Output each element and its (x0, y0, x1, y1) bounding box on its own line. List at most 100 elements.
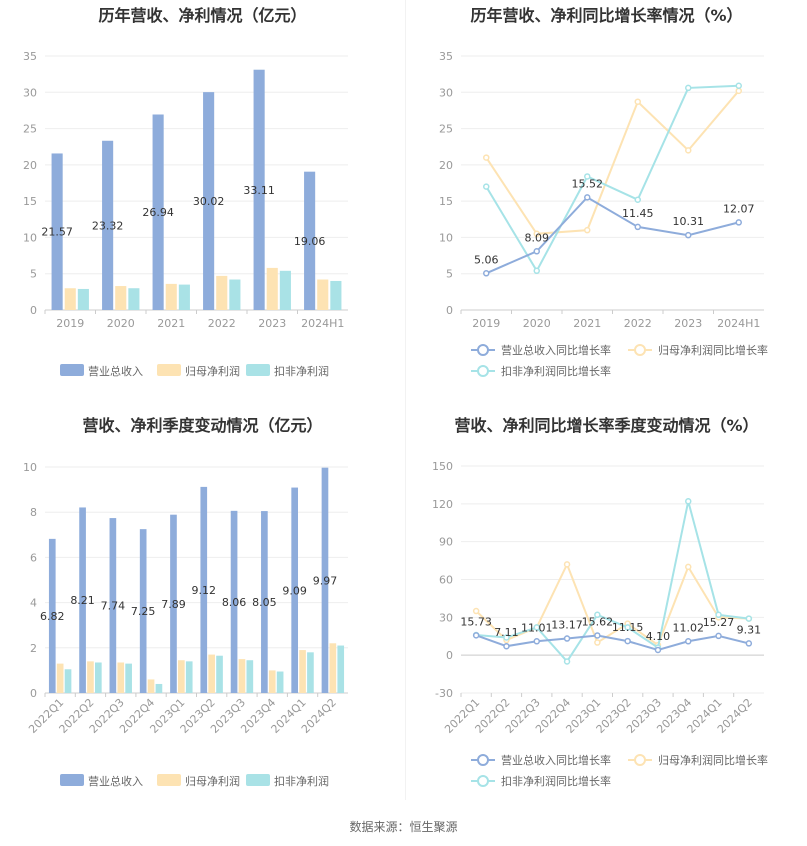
data-point (634, 196, 641, 203)
data-point (685, 563, 692, 571)
data-point (715, 611, 722, 619)
data-label: 21.57 (41, 226, 73, 239)
series-line (485, 196, 739, 275)
annual-revenue-profit-panel: 历年营收、净利情况（亿元） 0 5 10 15 20 25 30 35 21.57 23.32 26… (0, 0, 405, 400)
data-label: 10.31 (673, 215, 705, 228)
bar-deducted-profit (185, 661, 193, 693)
data-label: 33.11 (243, 184, 275, 197)
legend-swatch (157, 774, 181, 786)
y-tick-label: 20 (23, 159, 37, 172)
data-point (483, 270, 490, 277)
legend-label: 归母净利润同比增长率 (658, 753, 768, 767)
legend-label: 扣非净利润同比增长率 (501, 364, 611, 378)
data-source: 数据来源：恒生聚源 (349, 820, 458, 834)
data-point (533, 624, 540, 631)
data-label: 4.10 (646, 630, 671, 643)
y-tick-label: 15 (439, 195, 453, 208)
data-point (472, 632, 480, 639)
y-tick-label: 0 (446, 304, 453, 317)
data-label: 23.32 (92, 219, 124, 232)
y-tick-label: 120 (432, 498, 453, 511)
y-tick-label: 15 (23, 195, 37, 208)
y-tick-label: 0 (446, 649, 453, 662)
data-point (533, 248, 540, 255)
bar-deducted-profit (155, 683, 163, 693)
chart-title: 营收、净利同比增长率季度变动情况（%） (454, 416, 759, 435)
legend-swatch (246, 774, 270, 786)
legend-label: 归母净利润 (185, 774, 240, 788)
legend-marker (634, 754, 646, 766)
y-tick-label: 8 (30, 506, 37, 519)
legend-swatch (60, 774, 84, 786)
series-line (485, 84, 739, 273)
bar-revenue (79, 507, 86, 693)
y-tick-label: 60 (439, 574, 453, 587)
bar-parent-profit (115, 286, 127, 310)
data-label: 8.05 (252, 596, 277, 609)
legend-label: 营业总收入同比增长率 (501, 753, 611, 767)
bar-revenue (291, 487, 299, 693)
bar-parent-profit (208, 654, 215, 693)
bar-deducted-profit (216, 655, 223, 693)
annual-line-chart: 0 5 10 15 20 25 30 35 5.06 8.09 15.52 11.45 10.31 12.… (439, 50, 768, 378)
bar-parent-profit (299, 650, 306, 693)
x-tick-label: 2020 (107, 317, 135, 330)
chart-title: 营收、净利季度变动情况（亿元） (82, 416, 323, 435)
y-tick-label: 0 (30, 304, 37, 317)
data-point (533, 230, 540, 238)
bar-parent-profit (216, 275, 228, 310)
data-label: 26.94 (142, 206, 174, 219)
x-tick-label: 2019 (56, 317, 84, 330)
y-tick-label: 35 (23, 50, 37, 63)
data-point (624, 637, 631, 645)
bar-deducted-profit (178, 284, 190, 310)
y-tick-label: 90 (439, 536, 453, 549)
data-point (563, 658, 571, 665)
bar-revenue (170, 514, 177, 693)
annual-growth-panel: 历年营收、净利同比增长率情况（%） 0 5 10 15 20 25 30 35 5.06 8.09… (406, 0, 807, 400)
y-tick-label: 30 (23, 86, 37, 99)
bar-deducted-profit (229, 279, 241, 310)
y-tick-label: 30 (439, 86, 453, 99)
x-tick-label: 2024H1 (717, 317, 760, 330)
legend-swatch (60, 364, 84, 376)
chart-title: 历年营收、净利情况（亿元） (98, 6, 307, 25)
data-label: 13.17 (551, 619, 583, 632)
y-tick-label: 25 (439, 123, 453, 136)
legend-swatch (157, 364, 181, 376)
bar-deducted-profit (330, 280, 342, 310)
data-label: 6.82 (40, 610, 65, 623)
data-point (634, 98, 641, 105)
quarterly-growth-panel: 营收、净利同比增长率季度变动情况（%） -30 0 30 60 90 120 150 15.7… (406, 410, 807, 800)
legend-swatch (246, 364, 270, 376)
bar-parent-profit (87, 661, 94, 693)
bar-revenue (102, 140, 114, 310)
data-point (533, 267, 540, 275)
y-tick-label: 10 (439, 231, 453, 244)
bar-revenue (109, 518, 117, 693)
y-tick-label: 6 (30, 551, 37, 564)
legend-marker (477, 754, 489, 766)
legend-label: 扣非净利润 (274, 364, 329, 378)
bar-deducted-profit (125, 663, 132, 693)
data-label: 15.73 (460, 615, 492, 628)
data-label: 7.89 (161, 598, 186, 611)
y-tick-label: 35 (439, 50, 453, 63)
data-label: 5.06 (474, 253, 499, 266)
bar-parent-profit (266, 267, 278, 310)
y-tick-label: 0 (30, 687, 37, 700)
x-tick-label: 2024H1 (301, 317, 344, 330)
data-label: 9.09 (282, 584, 307, 597)
quarterly-revenue-profit-panel: 营收、净利季度变动情况（亿元） 0 2 4 6 8 10 6.82 8.21 7.74 7.25 7… (0, 410, 405, 800)
bar-parent-profit (117, 662, 125, 693)
data-label: 11.45 (622, 207, 654, 220)
bar-deducted-profit (337, 645, 345, 693)
data-point (685, 498, 692, 505)
data-label: 8.21 (70, 594, 95, 607)
legend-label: 扣非净利润同比增长率 (501, 774, 611, 788)
bar-revenue (230, 510, 238, 693)
bar-deducted-profit (128, 288, 140, 310)
data-point (654, 646, 662, 654)
data-point (745, 615, 753, 622)
y-tick-label: 20 (439, 159, 453, 172)
